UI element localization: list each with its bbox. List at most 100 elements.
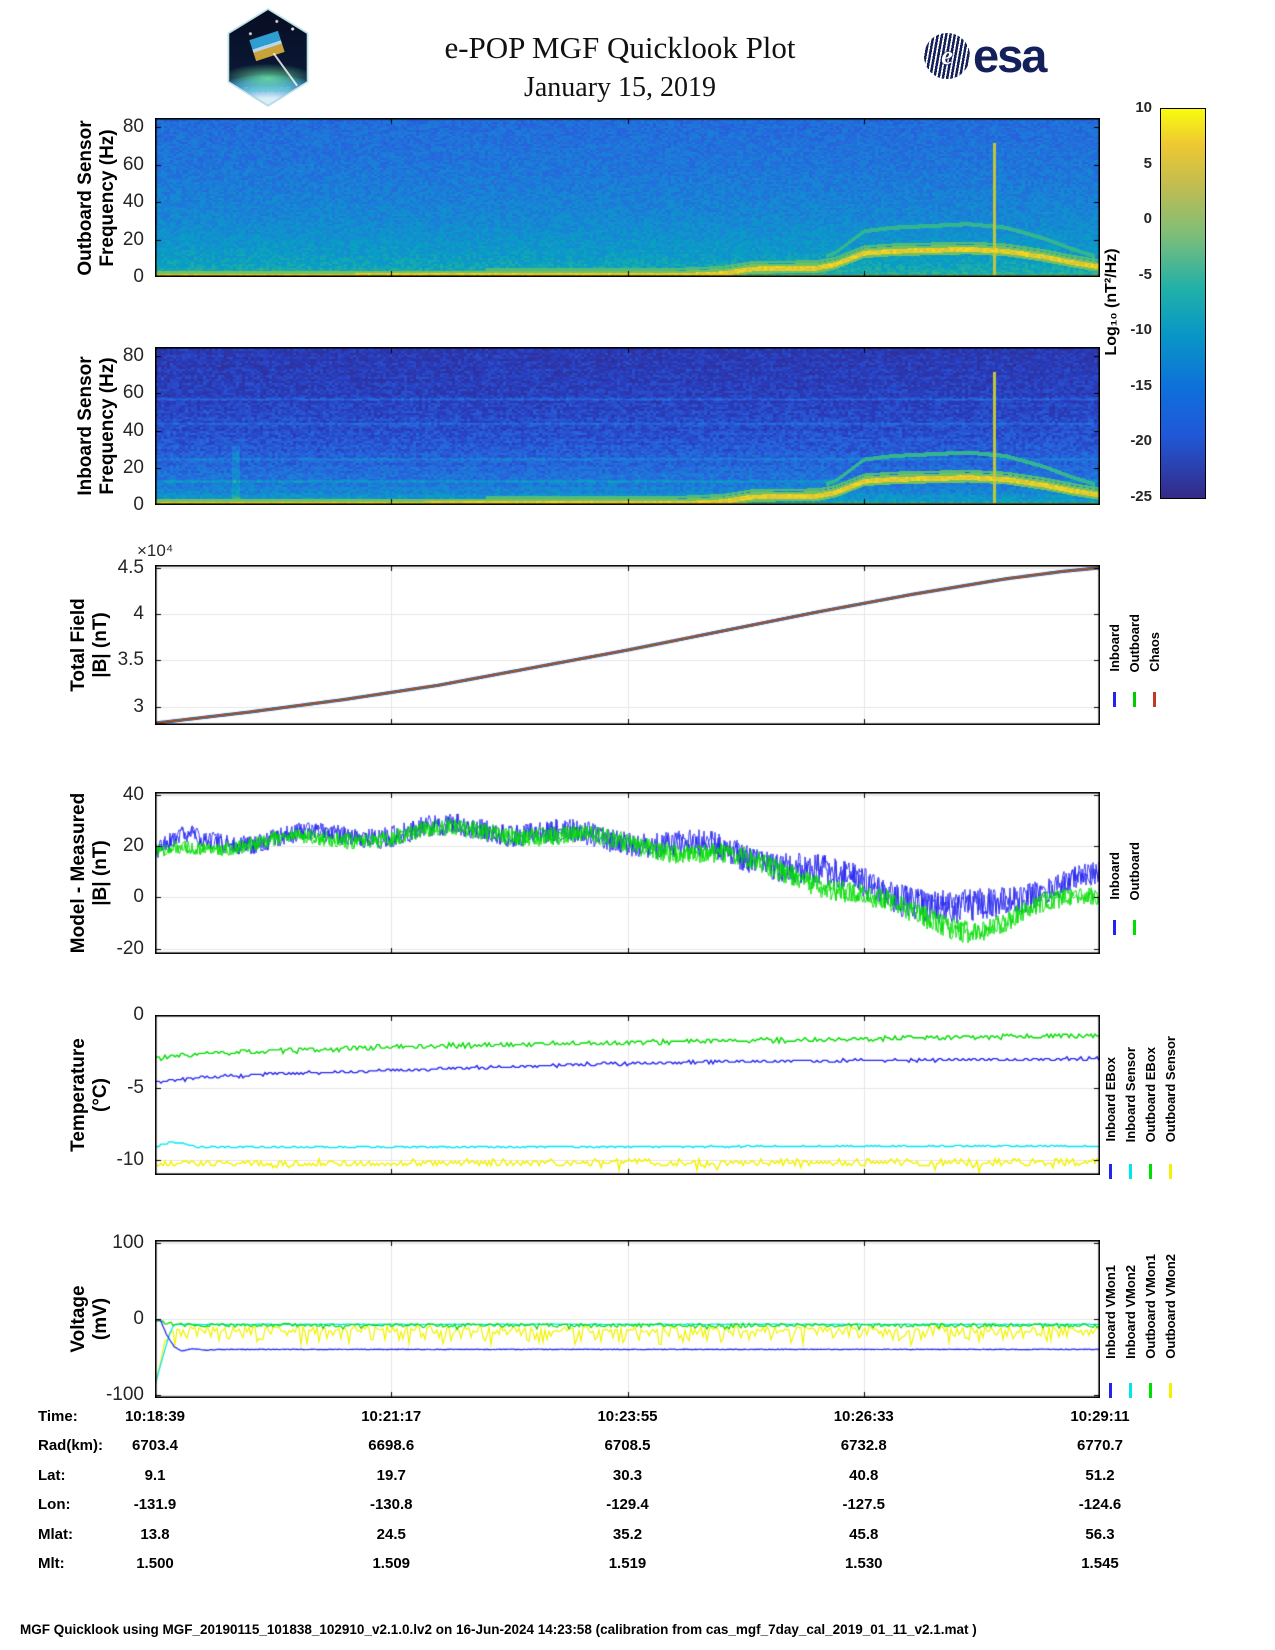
table-cell: 6732.8: [840, 1437, 887, 1455]
legend-label: Outboard EBox: [1142, 1046, 1158, 1142]
colorbar-tick-label: 0: [1143, 210, 1152, 228]
plot-date: January 15, 2019: [523, 72, 717, 103]
legend-entry: Inboard: [1106, 800, 1123, 935]
legend-entry: Inboard VMon1: [1102, 1247, 1119, 1398]
legend-entry: Chaos: [1146, 572, 1163, 707]
legend-label-wrap: Inboard Sensor: [1122, 1022, 1138, 1142]
table-cell: -124.6: [1078, 1496, 1122, 1514]
legend-label: Outboard: [1126, 841, 1142, 901]
legend-label: Inboard VMon2: [1122, 1265, 1138, 1359]
y-tick-label: 40: [122, 783, 144, 805]
table-cell: 1.519: [608, 1555, 647, 1572]
table-row-label: Lon:: [38, 1496, 71, 1514]
table-cell: 13.8: [140, 1525, 170, 1543]
table-cell: 45.8: [849, 1525, 879, 1543]
legend-label-wrap: Outboard VMon1: [1143, 1247, 1158, 1359]
esa-logo: e esa: [924, 28, 1047, 83]
y-tick-label: 20: [122, 456, 144, 478]
outboard-spectrogram-canvas: [155, 118, 1100, 277]
legend-entry: Inboard VMon2: [1122, 1247, 1139, 1398]
colorbar: [1160, 108, 1206, 499]
ylabel-model-measured: Model - Measured |B| (nT): [68, 792, 111, 954]
table-cell: -129.4: [606, 1496, 649, 1514]
table-cell: 1.509: [372, 1555, 411, 1572]
table-cell: 10:21:17: [361, 1408, 422, 1425]
table-row-label: Mlt:: [38, 1555, 65, 1572]
inboard-spectrogram-canvas: [155, 347, 1100, 505]
cassiope-mission-patch: CASSIOPE: [227, 8, 309, 107]
legend-color-mark: [1113, 920, 1116, 935]
legend-voltage: Inboard VMon1 Inboard VMon2 Outboard VMon1…: [1102, 1247, 1179, 1398]
table-cell: 6698.6: [368, 1437, 415, 1455]
colorbar-tick-label: -5: [1138, 265, 1152, 283]
table-cell: 51.2: [1085, 1466, 1115, 1484]
legend-label: Outboard Sensor: [1162, 1035, 1178, 1142]
legend-color-mark: [1153, 692, 1156, 707]
table-cell: 6770.7: [1077, 1437, 1123, 1455]
voltage-canvas: [155, 1240, 1100, 1398]
y-tick-label: -10: [116, 1149, 144, 1171]
total-field-canvas: [155, 565, 1100, 725]
table-cell: 56.3: [1085, 1525, 1115, 1543]
legend-color-mark: [1169, 1383, 1172, 1398]
y-tick-label: 0: [133, 494, 144, 515]
y-tick-label: 0: [133, 1308, 144, 1329]
table-cell: 10:29:11: [1070, 1408, 1130, 1425]
y-tick-label: 4.5: [117, 556, 144, 578]
legend-label-wrap: Outboard: [1126, 800, 1142, 901]
table-cell: 40.8: [849, 1466, 879, 1484]
legend-color-mark: [1109, 1164, 1112, 1179]
table-cell: 10:26:33: [833, 1408, 894, 1425]
y-tick-label: 3.5: [117, 649, 144, 671]
colorbar-tick-label: -25: [1130, 488, 1152, 505]
legend-entry: Outboard: [1126, 572, 1143, 707]
legend-label-wrap: Inboard: [1107, 572, 1122, 672]
legend-label-wrap: Chaos: [1147, 572, 1162, 672]
y-tick-label: -5: [127, 1076, 144, 1098]
y-tick-label: -20: [116, 937, 144, 959]
table-cell: 6703.4: [132, 1437, 178, 1455]
y-tick-label: 20: [122, 835, 144, 856]
legend-entry: Inboard EBox: [1102, 1022, 1119, 1179]
esa-globe-letter: e: [941, 40, 953, 70]
table-row-label: Lat:: [38, 1466, 66, 1484]
legend-label: Outboard: [1126, 613, 1142, 673]
legend-temperature: Inboard EBox Inboard Sensor Outboard EBox O…: [1102, 1022, 1179, 1179]
colorbar-tick-label: 5: [1143, 154, 1152, 172]
legend-color-mark: [1133, 692, 1136, 707]
table-cell: 10:23:55: [597, 1408, 658, 1425]
table-cell: 1.545: [1081, 1555, 1119, 1572]
legend-label: Inboard Sensor: [1122, 1046, 1138, 1142]
y-tick-label: 40: [122, 191, 144, 213]
y-tick-label: 3: [133, 695, 144, 717]
legend-label: Inboard VMon1: [1102, 1265, 1118, 1359]
y-tick-label: 80: [122, 116, 144, 138]
table-row-label: Rad(km):: [38, 1437, 104, 1455]
legend-label: Inboard: [1106, 852, 1122, 900]
y-tick-label: 0: [133, 886, 144, 908]
legend-entry: Outboard VMon1: [1142, 1247, 1159, 1398]
legend-label-wrap: Outboard Sensor: [1162, 1022, 1178, 1142]
y-tick-label: 40: [122, 419, 144, 441]
y-tick-label: 0: [133, 266, 144, 287]
table-cell: 9.1: [144, 1466, 166, 1484]
legend-entry: Outboard Sensor: [1162, 1022, 1179, 1179]
table-cell: -130.8: [369, 1496, 413, 1514]
legend-label: Inboard EBox: [1102, 1057, 1118, 1142]
table-cell: 1.530: [844, 1555, 883, 1572]
table-row-label: Mlat:: [38, 1525, 73, 1543]
y-tick-label: 0: [133, 1004, 144, 1025]
esa-globe-icon: e: [924, 32, 970, 79]
legend-label-wrap: Inboard EBox: [1102, 1022, 1118, 1142]
table-cell: 10:18:39: [124, 1408, 186, 1425]
y-tick-label: 60: [122, 382, 144, 404]
y-axis-exponent-label: ×10⁴: [137, 541, 174, 560]
y-tick-label: 20: [122, 228, 144, 250]
y-tick-label: 4: [133, 603, 144, 625]
table-cell: 19.7: [376, 1466, 406, 1484]
table-cell: 6708.5: [604, 1437, 651, 1455]
temperature-canvas: [155, 1015, 1100, 1175]
legend-label-wrap: Inboard: [1106, 800, 1122, 900]
legend-color-mark: [1129, 1383, 1132, 1398]
